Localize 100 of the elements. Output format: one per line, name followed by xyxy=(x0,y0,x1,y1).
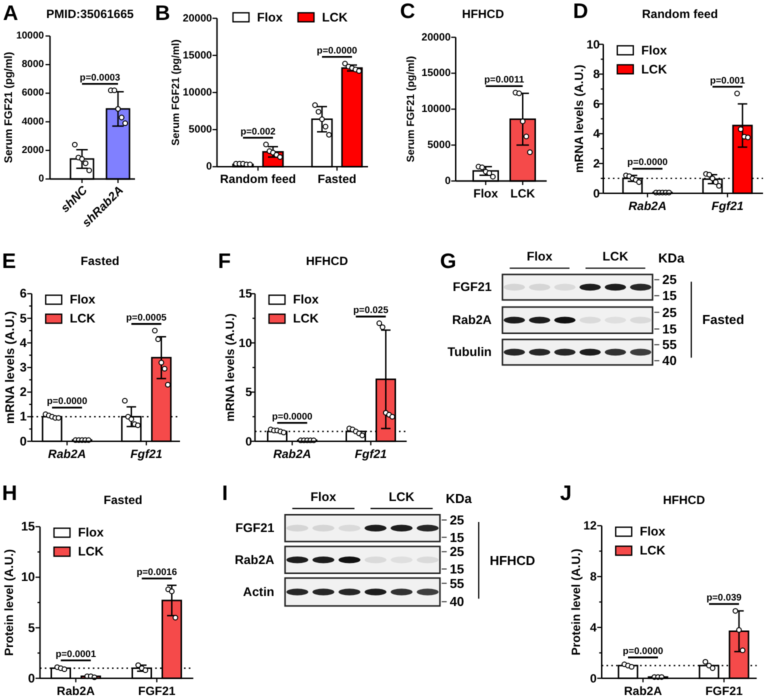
category-label: 15 xyxy=(450,562,464,576)
category-label: 15 xyxy=(450,530,464,545)
y-tick-label: 5 xyxy=(245,385,252,400)
category-label: Actin xyxy=(243,585,274,599)
y-tick-label: 10 xyxy=(238,336,252,350)
x-tick-label: Rab2A xyxy=(624,684,662,698)
category-label: 25 xyxy=(662,304,677,320)
x-tick-label: Fgf21 xyxy=(711,198,744,213)
category-label: 25 xyxy=(450,544,464,560)
y-tick-label: 8 xyxy=(590,570,598,584)
legend-label: Flox xyxy=(78,526,104,540)
x-tick-label: Rab2A xyxy=(628,198,667,213)
legend-label: LCK xyxy=(293,312,319,326)
x-tick-label: Rab2A xyxy=(48,446,86,461)
y-axis-title: mRNA levels (A.U.) xyxy=(572,64,586,173)
legend-label: LCK xyxy=(322,10,348,24)
annotation: p=0.002 xyxy=(240,126,276,138)
y-tick-label: 15000 xyxy=(421,67,451,80)
y-tick-label: 0 xyxy=(444,175,451,187)
chart-title: Fasted xyxy=(80,254,120,268)
y-tick-label: 10000 xyxy=(16,30,44,42)
y-tick-label: 6 xyxy=(593,96,600,111)
legend-label: LCK xyxy=(78,544,104,559)
y-tick-label: 4000 xyxy=(22,116,44,128)
y-tick-label: 4 xyxy=(593,126,600,141)
y-axis-title: mRNA levels (A.U.) xyxy=(3,311,17,424)
category-label: Flox xyxy=(526,250,552,264)
annotation: p=0.0003 xyxy=(80,72,120,84)
y-axis-title: Serum FGF21 (pg/ml) xyxy=(405,56,417,162)
legend-label: Flox xyxy=(641,43,668,58)
y-tick-label: 0 xyxy=(28,671,36,686)
y-tick-label: 6000 xyxy=(22,88,44,99)
y-tick-label: 0 xyxy=(206,160,212,173)
legend-label: Flox xyxy=(640,524,666,539)
annotation: p=0.0000 xyxy=(46,396,88,408)
text: I xyxy=(222,482,228,505)
x-tick-label: Flox xyxy=(473,186,498,200)
category-label: 25 xyxy=(662,272,677,288)
y-tick-label: 10000 xyxy=(182,86,212,98)
y-tick-label: 5000 xyxy=(427,139,451,152)
text: F xyxy=(218,250,231,273)
text: C xyxy=(400,0,416,23)
y-tick-label: 2000 xyxy=(22,144,44,156)
category-label: FGF21 xyxy=(235,521,274,536)
y-tick-label: 12 xyxy=(583,518,598,533)
legend-label: Flox xyxy=(257,10,283,24)
x-tick-label: LCK xyxy=(510,186,536,200)
category-label: FGF21 xyxy=(452,280,492,294)
annotation: p=0.039 xyxy=(706,592,742,604)
y-tick-label: 0 xyxy=(245,434,252,448)
category-label: 15 xyxy=(662,322,677,336)
text: KDa xyxy=(658,250,686,266)
annotation: p=0.0005 xyxy=(126,312,168,324)
annotation: p=0.0016 xyxy=(136,566,178,578)
legend-label: LCK xyxy=(640,544,666,558)
annotation: p=0.0000 xyxy=(627,157,668,168)
y-tick-label: 0 xyxy=(593,186,600,200)
y-tick-label: 0 xyxy=(590,671,598,686)
annotation: p=0.0000 xyxy=(316,45,358,56)
y-tick-label: 4 xyxy=(590,620,598,634)
chart-title: HFHCD xyxy=(663,493,706,507)
annotation: p=0.0001 xyxy=(56,648,97,660)
text: HFHCD xyxy=(490,552,536,568)
annotation: p=0.0000 xyxy=(272,411,312,422)
legend-label: LCK xyxy=(70,312,96,326)
legend-label: Flox xyxy=(70,292,96,307)
category-label: 40 xyxy=(450,594,464,610)
category-label: Tubulin xyxy=(447,345,492,360)
x-tick-label: Fgf21 xyxy=(354,446,388,461)
y-tick-label: 10 xyxy=(586,37,600,52)
y-tick-label: 6 xyxy=(20,286,27,301)
text: Fasted xyxy=(702,312,744,328)
x-tick-label: Rab2A xyxy=(56,684,96,698)
text: H xyxy=(2,482,18,505)
annotation: p=0.001 xyxy=(710,75,746,86)
y-tick-label: 20000 xyxy=(182,12,212,24)
annotation: p=0.0011 xyxy=(484,74,525,86)
chart-title: Random feed xyxy=(642,7,718,21)
y-axis-title: mRNA levels (A.U.) xyxy=(223,313,237,422)
chart-title: PMID:35061665 xyxy=(46,7,134,21)
chart-title: HFHCD xyxy=(462,7,504,21)
y-axis-title: Serum FGF21 (pg/ml) xyxy=(3,52,15,164)
y-tick-label: 0 xyxy=(20,434,27,448)
y-tick-label: 1 xyxy=(20,410,27,424)
category-label: Rab2A xyxy=(234,552,274,567)
annotation: p=0.0000 xyxy=(622,646,664,657)
y-tick-label: 15 xyxy=(21,520,36,534)
y-axis-title: Protein level (A.U.) xyxy=(569,548,583,656)
category-label: 55 xyxy=(450,576,464,591)
category-label: Flox xyxy=(310,490,336,504)
y-axis-title: Serum FGF21 (pg/ml) xyxy=(170,39,182,146)
y-tick-label: 15000 xyxy=(182,49,212,62)
y-tick-label: 10000 xyxy=(421,103,451,116)
x-tick-label: Fgf21 xyxy=(130,446,163,461)
category-label: 25 xyxy=(450,512,464,528)
y-tick-label: 2 xyxy=(593,156,600,170)
legend-label: Flox xyxy=(293,292,319,307)
y-tick-label: 8000 xyxy=(22,59,44,70)
y-axis-title: Protein level (A.U.) xyxy=(2,549,16,656)
text: B xyxy=(155,2,170,25)
